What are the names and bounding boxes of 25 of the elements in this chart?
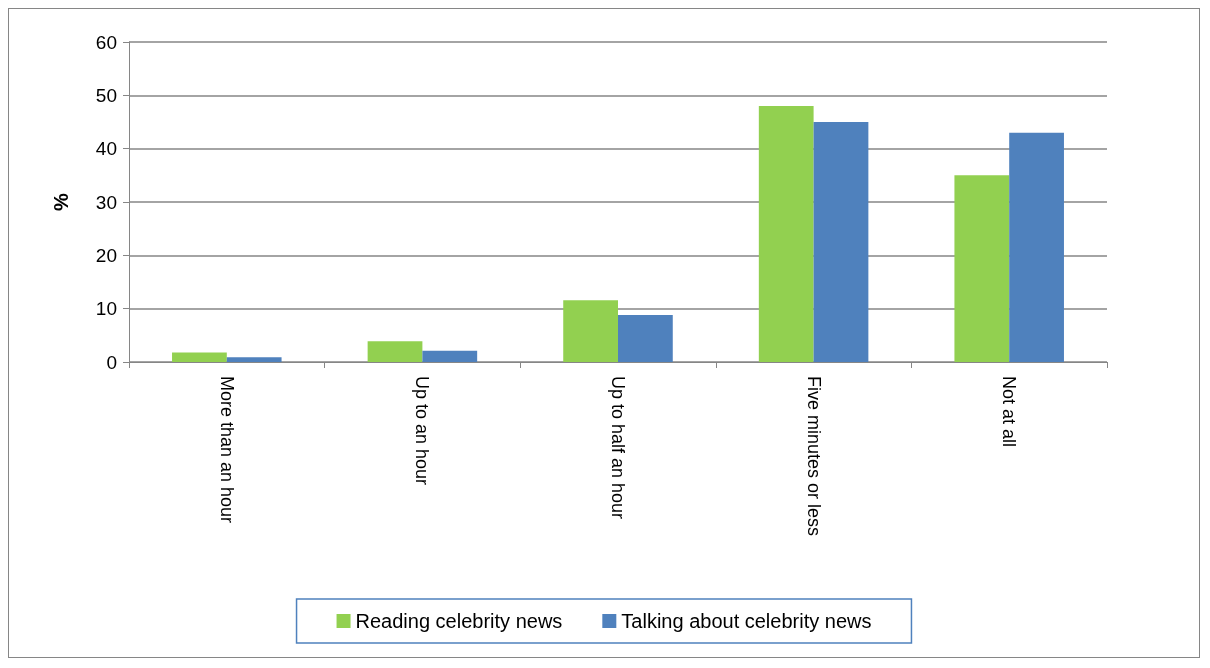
y-tick-label: 40 [95,138,117,160]
bar [1009,132,1064,362]
y-tick-label: 10 [95,298,117,320]
bar [618,315,673,362]
y-tick-label: 20 [95,244,117,266]
bar [758,106,814,362]
y-axis-title: % [50,192,72,211]
x-tick-label: Up to an hour [412,376,433,486]
bar [563,300,618,362]
legend-label: Talking about celebrity news [621,610,872,632]
y-tick-label: 30 [95,191,117,213]
bar [954,175,1010,362]
y-tick-label: 0 [106,351,117,373]
bar [226,357,282,362]
bar [367,341,423,362]
x-tick-label: Five minutes or less [803,376,824,537]
bar [422,350,478,362]
x-tick-label: More than an hour [216,376,237,524]
x-tick-label: Not at all [999,376,1020,448]
legend-label: Reading celebrity news [355,610,563,632]
x-tick-label: Up to half an hour [608,376,628,520]
bar [172,352,227,362]
y-tick-label: 50 [95,84,117,106]
y-tick-label: 60 [95,31,117,53]
bar [813,122,869,362]
